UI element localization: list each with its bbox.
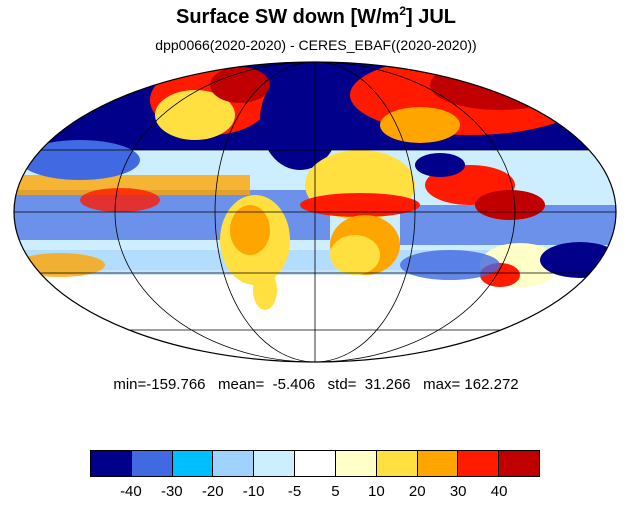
colorbar-tick-label: 10 [368,483,385,500]
title-superscript: 2 [399,4,407,18]
colorbar [90,450,540,477]
colorbar-segment [335,451,377,476]
plot-subtitle: dpp0066(2020-2020) - CERES_EBAF((2020-20… [155,37,477,53]
colorbar-tick-label: 20 [408,483,426,500]
colorbar-segment [172,451,214,476]
colorbar-tick-label: -20 [201,483,224,500]
colorbar-segment [458,451,500,476]
colorbar-tick-label: -30 [160,483,183,500]
colorbar-tick-label: 30 [449,483,467,500]
colorbar-tick-label: -40 [120,483,142,500]
colorbar-segment [213,451,255,476]
statistics-summary: min=-159.766 mean= -5.406 std= 31.266 ma… [113,376,519,393]
colorbar-tick-label: 5 [331,483,340,500]
colorbar-segment [417,451,459,476]
plot-title: Surface SW down [W/m2] JUL [0,4,632,29]
colorbar-ticks: -40 -30 -20 -10 -5 5 10 20 30 40 [0,483,632,503]
colorbar-segment [376,451,418,476]
title-text: Surface SW down [W/m [175,6,400,28]
colorbar-segment [295,451,336,476]
title-suffix: ] JUL [406,6,457,28]
colorbar-segment [91,451,132,476]
colorbar-tick-label: -5 [287,483,302,500]
colorbar-segment [254,451,296,476]
colorbar-tick-label: 40 [490,483,508,500]
map-outline [13,61,617,363]
colorbar-tick-label: -10 [242,483,265,500]
colorbar-segment [499,451,539,476]
colorbar-segment [131,451,173,476]
